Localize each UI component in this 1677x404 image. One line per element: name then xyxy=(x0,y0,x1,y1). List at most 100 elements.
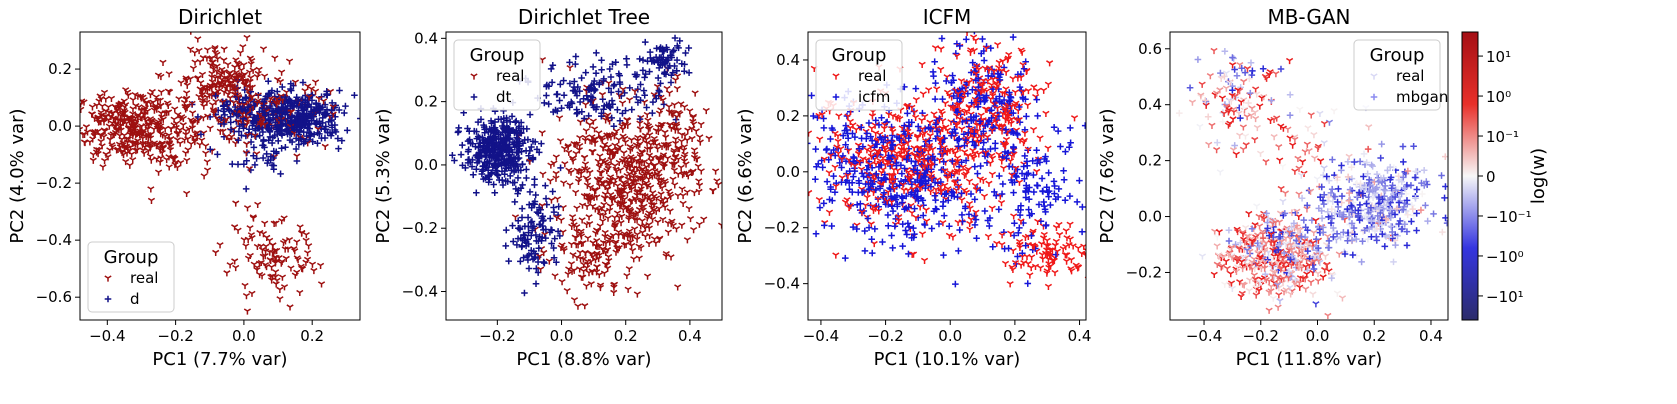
point-real xyxy=(1276,298,1284,305)
point-dt xyxy=(572,60,579,68)
point-real xyxy=(714,181,722,189)
point-real xyxy=(620,150,628,157)
point-d xyxy=(275,105,282,113)
point-real xyxy=(582,128,590,135)
point-icfm xyxy=(842,178,849,186)
point-icfm xyxy=(927,183,935,190)
point-mbgan xyxy=(1316,248,1323,256)
point-real xyxy=(159,59,167,66)
point-real xyxy=(972,186,980,194)
point-real xyxy=(253,264,261,271)
point-real xyxy=(678,222,686,229)
point-dt xyxy=(506,118,514,126)
point-dt xyxy=(639,67,647,74)
point-real xyxy=(566,64,574,72)
point-real xyxy=(595,272,603,279)
point-d xyxy=(253,115,260,123)
point-d xyxy=(323,106,331,113)
point-real xyxy=(944,186,952,193)
point-icfm xyxy=(1051,190,1058,197)
point-real xyxy=(851,163,859,170)
point-d xyxy=(212,92,219,100)
point-real xyxy=(222,116,230,124)
point-icfm xyxy=(841,254,849,262)
point-mbgan xyxy=(1403,242,1411,249)
point-real xyxy=(837,145,845,153)
point-real xyxy=(918,61,926,69)
point-real xyxy=(271,260,280,267)
point-icfm xyxy=(888,232,895,239)
point-dt xyxy=(590,87,598,95)
point-dt xyxy=(615,70,623,78)
point-real xyxy=(600,180,608,187)
point-dt xyxy=(643,104,650,111)
point-real xyxy=(984,233,993,240)
point-mbgan xyxy=(1316,193,1324,201)
point-real xyxy=(888,148,896,156)
point-real xyxy=(985,180,993,187)
point-d xyxy=(288,113,296,120)
point-dt xyxy=(466,136,473,143)
x-tick-label: −0.4 xyxy=(89,327,125,345)
point-icfm xyxy=(1021,126,1029,134)
point-mbgan xyxy=(1353,252,1360,260)
point-real xyxy=(1237,99,1245,106)
point-real xyxy=(165,164,173,171)
point-real xyxy=(153,141,161,148)
point-real xyxy=(573,205,581,212)
point-d xyxy=(272,148,280,156)
point-real xyxy=(625,266,633,273)
point-d xyxy=(327,132,335,139)
point-icfm xyxy=(811,175,819,183)
point-real xyxy=(261,248,270,255)
point-d xyxy=(293,93,300,101)
point-real xyxy=(271,55,279,62)
point-mbgan xyxy=(1325,237,1333,245)
point-real xyxy=(937,187,945,195)
point-real xyxy=(920,257,929,264)
point-dt xyxy=(473,189,480,197)
point-dt xyxy=(556,97,563,104)
point-icfm xyxy=(843,170,850,177)
point-mbgan xyxy=(1241,69,1249,76)
point-real xyxy=(213,51,221,58)
point-d xyxy=(297,96,305,103)
x-axis-label: PC1 (8.8% var) xyxy=(516,349,651,370)
point-real xyxy=(1233,226,1241,234)
point-mbgan xyxy=(1349,251,1357,259)
point-icfm xyxy=(858,135,865,142)
point-d xyxy=(227,113,234,121)
scatter-points xyxy=(1176,47,1448,320)
point-real xyxy=(200,173,208,180)
point-icfm xyxy=(1028,232,1035,239)
point-real xyxy=(1072,262,1080,269)
point-dt xyxy=(539,222,546,230)
point-real xyxy=(123,89,132,96)
point-icfm xyxy=(974,103,982,110)
point-dt xyxy=(678,60,686,68)
point-mbgan xyxy=(1412,168,1420,175)
point-d xyxy=(314,139,321,147)
point-icfm xyxy=(865,185,873,193)
point-real xyxy=(1275,144,1283,151)
point-real xyxy=(119,151,128,159)
point-icfm xyxy=(902,227,909,234)
point-dt xyxy=(567,98,575,106)
point-real xyxy=(224,91,232,98)
point-real xyxy=(1029,228,1037,235)
point-icfm xyxy=(820,124,828,132)
point-dt xyxy=(636,55,644,63)
point-real xyxy=(1304,125,1312,132)
point-real xyxy=(219,128,227,135)
point-real xyxy=(232,69,240,77)
point-real xyxy=(153,122,161,129)
point-real xyxy=(134,93,142,100)
point-mbgan xyxy=(1365,225,1373,233)
point-real xyxy=(1324,233,1332,240)
point-real xyxy=(1012,165,1020,172)
point-real xyxy=(112,121,120,128)
point-real xyxy=(995,151,1003,158)
point-mbgan xyxy=(1232,241,1239,248)
point-d xyxy=(235,136,242,144)
point-real xyxy=(1213,234,1221,241)
